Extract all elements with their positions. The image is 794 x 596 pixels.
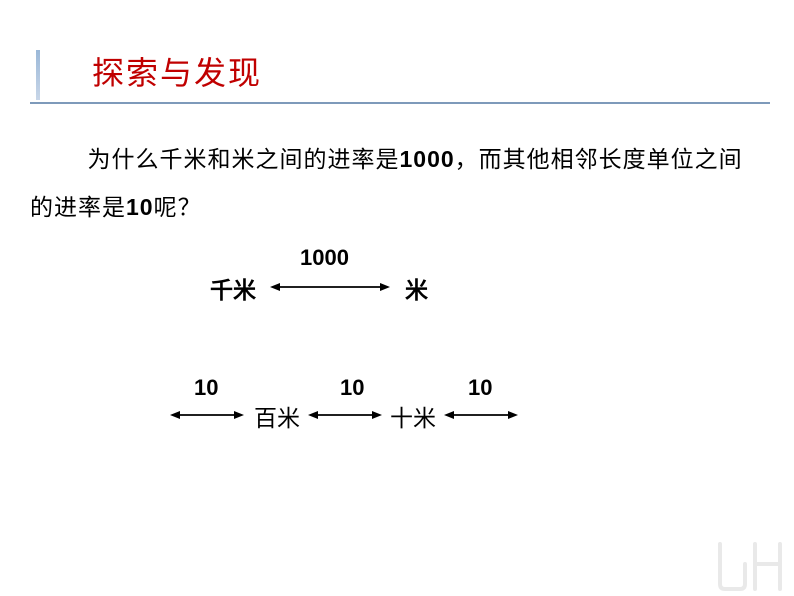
title-area: 探索与发现	[30, 48, 764, 104]
double-arrow-icon	[444, 409, 518, 421]
value-10-c: 10	[468, 375, 492, 401]
double-arrow-icon	[170, 409, 244, 421]
unit-km: 千米	[210, 271, 256, 305]
unit-m: 米	[405, 271, 428, 305]
double-arrow-icon	[308, 409, 382, 421]
title-underline	[30, 102, 770, 104]
slide: 探索与发现 为什么千米和米之间的进率是1000，而其他相邻长度单位之间的进率是1…	[0, 0, 794, 596]
value-1000: 1000	[300, 245, 349, 271]
unit-ten-meter: 十米	[390, 399, 436, 433]
slide-title: 探索与发现	[92, 48, 764, 94]
body-part3: 呢？	[154, 194, 202, 220]
watermark-icon	[710, 534, 790, 594]
body-part1: 为什么千米和米之间的进率是	[88, 146, 400, 172]
body-paragraph: 为什么千米和米之间的进率是1000，而其他相邻长度单位之间的进率是10呢？	[30, 135, 764, 232]
value-10-a: 10	[194, 375, 218, 401]
unit-hundred-meter: 百米	[254, 399, 300, 433]
value-10-b: 10	[340, 375, 364, 401]
diagram-km-m: 千米 1000 米	[210, 245, 460, 305]
diagram-subunits: 10 10 10 百米 十米	[170, 375, 590, 435]
accent-bar	[36, 50, 40, 100]
body-num1: 1000	[400, 146, 455, 172]
double-arrow-icon	[270, 281, 390, 293]
body-num2: 10	[126, 194, 154, 220]
